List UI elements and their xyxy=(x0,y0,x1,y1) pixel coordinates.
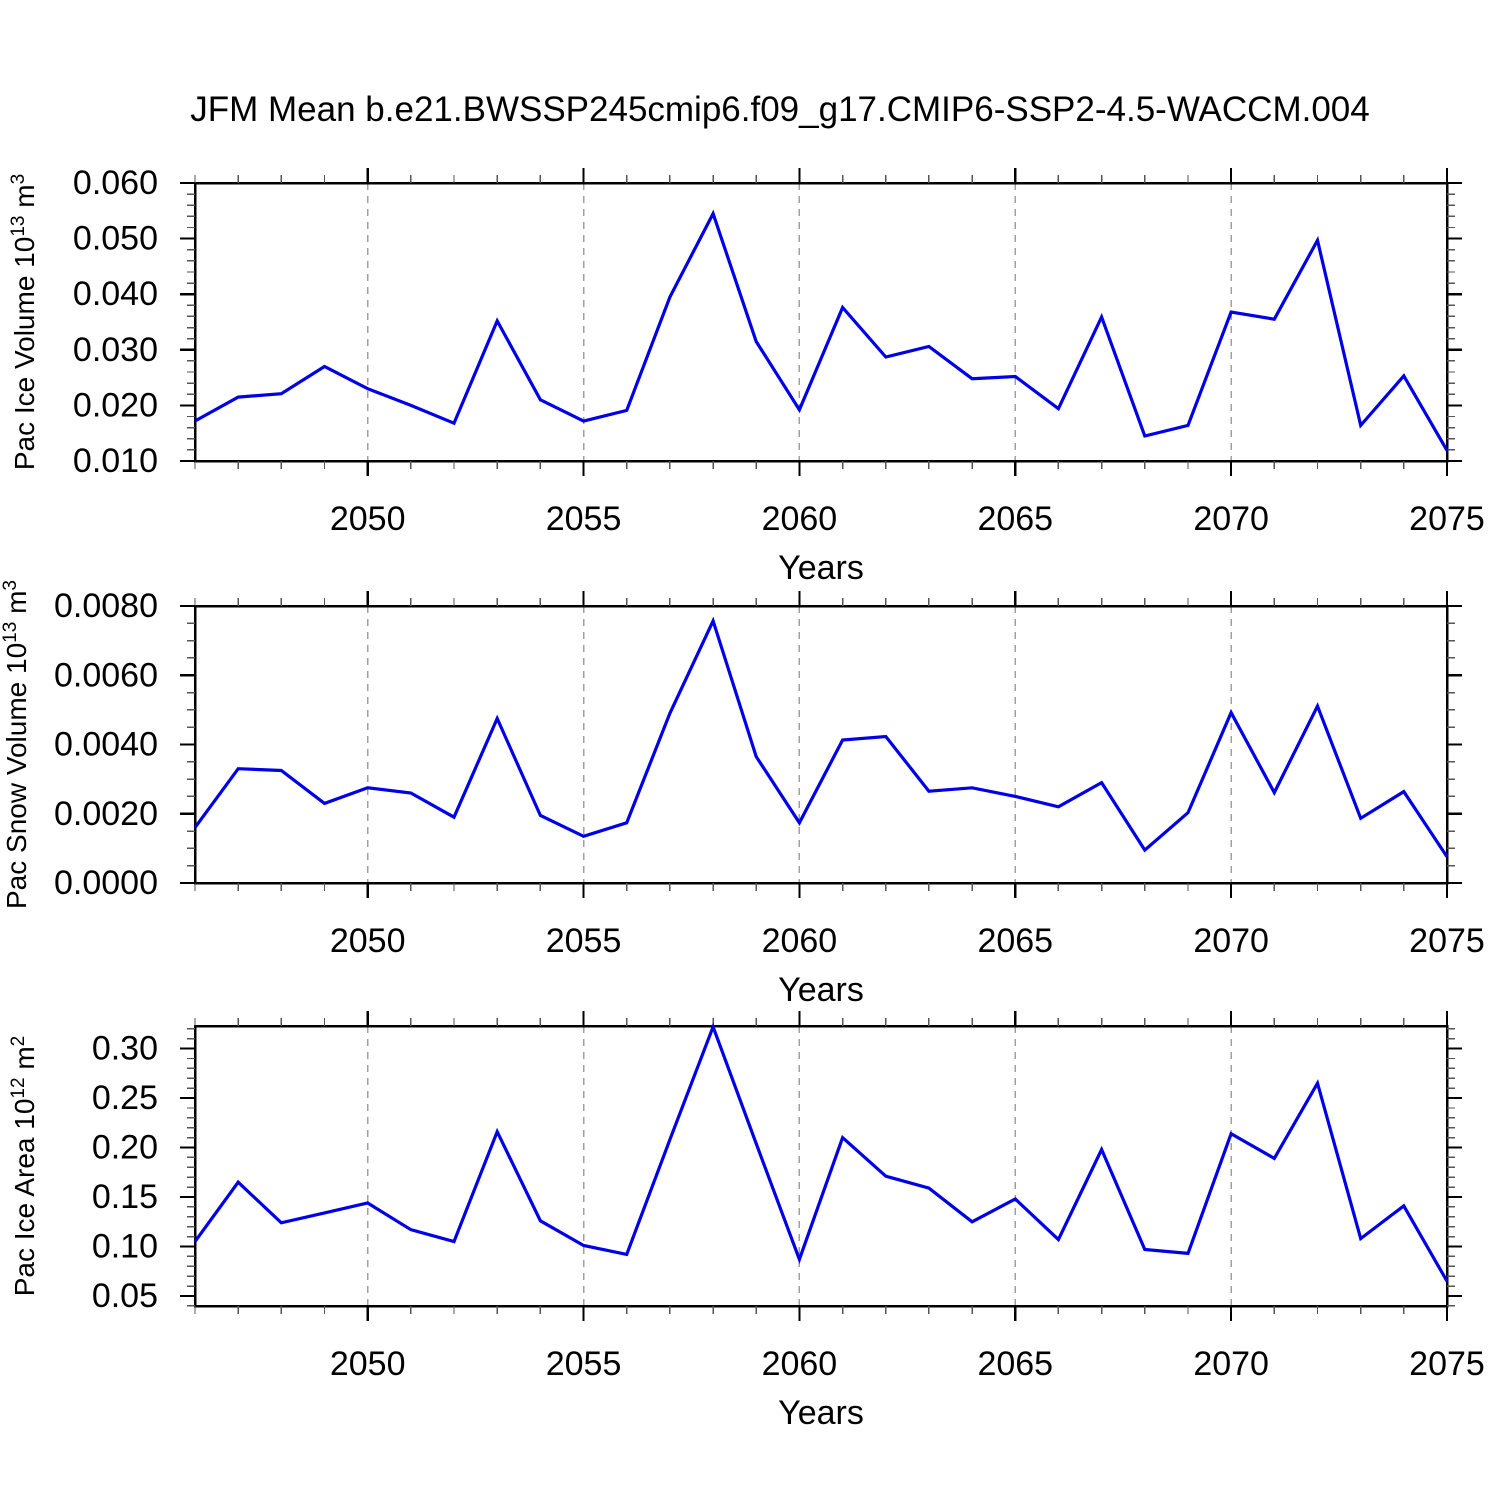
x-tick-label: 2075 xyxy=(1409,922,1485,960)
x-tick-label: 2075 xyxy=(1409,1345,1485,1383)
x-axis-ticks xyxy=(194,168,1449,476)
y-axis-ticks xyxy=(180,604,1462,885)
series-line-pac-snow-volume xyxy=(193,616,1449,858)
chart-pac-ice-volume: 2050 2055 2060 2065 2070 2075 0.010 0.020 0.030 0… xyxy=(8,164,1485,587)
y-tick-label: 0.0060 xyxy=(54,656,158,694)
x-axis-ticks xyxy=(194,1011,1449,1321)
x-tick-label: 2065 xyxy=(977,922,1053,960)
x-tick-label: 2055 xyxy=(546,500,622,538)
y-tick-label: 0.050 xyxy=(73,220,158,258)
y-tick-label: 0.10 xyxy=(92,1228,158,1266)
y-tick-label: 0.040 xyxy=(73,275,158,313)
figure-title: JFM Mean b.e21.BWSSP245cmip6.f09_g17.CMI… xyxy=(190,90,1370,129)
x-tick-label: 2070 xyxy=(1193,1345,1269,1383)
y-tick-label: 0.25 xyxy=(92,1079,158,1117)
x-tick-label: 2065 xyxy=(977,500,1053,538)
y-tick-label: 0.030 xyxy=(73,331,158,369)
x-tick-label: 2060 xyxy=(762,500,838,538)
y-axis-title: Pac Snow Volume 1013 m3 xyxy=(0,580,32,909)
x-tick-label: 2050 xyxy=(330,1345,406,1383)
series-line-pac-ice-volume xyxy=(194,209,1449,452)
y-tick-label: 0.0040 xyxy=(54,726,158,764)
y-tick-label: 0.15 xyxy=(92,1178,158,1216)
y-axis-title: Pac Ice Area 1012 m2 xyxy=(8,1036,40,1297)
x-tick-label: 2065 xyxy=(977,1345,1053,1383)
y-tick-label: 0.010 xyxy=(73,442,158,480)
y-axis-title: Pac Ice Volume 1013 m3 xyxy=(8,174,40,470)
y-tick-label: 0.060 xyxy=(73,164,158,202)
x-axis-title: Years xyxy=(778,549,864,587)
plot-frame xyxy=(193,181,1449,463)
x-tick-label: 2050 xyxy=(330,922,406,960)
x-axis-title: Years xyxy=(778,1394,864,1432)
x-tick-label: 2055 xyxy=(546,1345,622,1383)
y-axis-ticks xyxy=(180,181,1462,463)
y-axis-ticks xyxy=(180,1028,1462,1307)
y-tick-label: 0.0080 xyxy=(54,587,158,625)
x-tick-label: 2060 xyxy=(762,1345,838,1383)
y-tick-label: 0.20 xyxy=(92,1129,158,1167)
y-tick-label: 0.30 xyxy=(92,1030,158,1068)
series-line-pac-ice-area xyxy=(193,1022,1449,1282)
x-tick-label: 2075 xyxy=(1409,500,1485,538)
chart-pac-snow-volume: 2050 2055 2060 2065 2070 2075 0.0000 0.0020 0.00… xyxy=(0,580,1485,1009)
x-tick-label: 2070 xyxy=(1193,922,1269,960)
x-axis-ticks xyxy=(194,591,1449,898)
x-tick-label: 2055 xyxy=(546,922,622,960)
y-tick-label: 0.020 xyxy=(73,386,158,424)
y-tick-label: 0.0000 xyxy=(54,864,158,902)
plot-frame xyxy=(193,1024,1449,1308)
x-tick-label: 2070 xyxy=(1193,500,1269,538)
y-tick-label: 0.05 xyxy=(92,1277,158,1315)
x-tick-label: 2060 xyxy=(762,922,838,960)
x-axis-title: Years xyxy=(778,971,864,1009)
x-tick-label: 2050 xyxy=(330,500,406,538)
y-tick-label: 0.0020 xyxy=(54,795,158,833)
plot-frame xyxy=(193,604,1449,885)
chart-pac-ice-area: 2050 2055 2060 2065 2070 2075 0.05 0.10 0.15 0.20… xyxy=(8,1011,1485,1432)
